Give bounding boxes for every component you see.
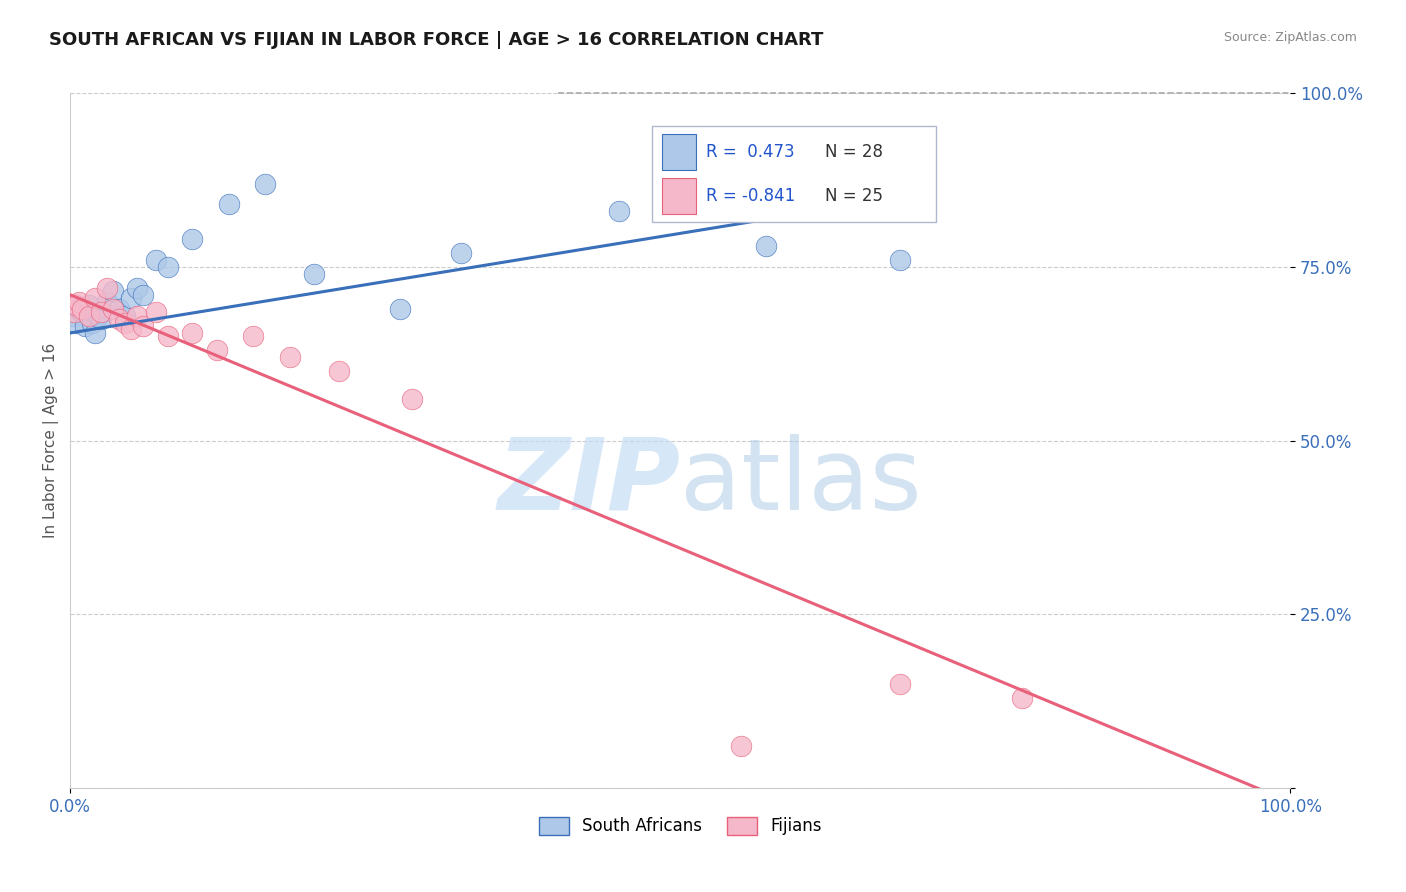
Text: N = 25: N = 25 [825,187,883,205]
Point [77,298,100,312]
Point [114,316,136,330]
Legend: South Africans, Fijians: South Africans, Fijians [531,810,828,842]
Point [1011,690,1033,705]
Point [156,260,179,274]
Point [83,291,105,305]
Point [278,351,301,365]
Point [101,285,124,299]
Point [96,294,118,309]
Point [90,312,112,326]
Point [450,246,472,260]
Point [77,309,100,323]
Point [63,305,86,319]
Point [388,301,411,316]
Point [145,253,167,268]
Point [120,322,142,336]
Y-axis label: In Labor Force | Age > 16: In Labor Force | Age > 16 [44,343,59,538]
Point [63,309,86,323]
Point [181,326,204,340]
Point [73,318,96,333]
Text: atlas: atlas [681,434,922,531]
Point [254,177,277,191]
Point [755,239,778,253]
Point [328,364,350,378]
Point [205,343,228,358]
Point [83,326,105,340]
Point [156,329,179,343]
Point [108,301,131,316]
Point [72,301,94,316]
Text: R = -0.841: R = -0.841 [706,187,794,205]
Point [181,232,204,246]
Text: Source: ZipAtlas.com: Source: ZipAtlas.com [1223,31,1357,45]
Point [607,204,630,219]
Point [132,318,155,333]
Point [889,253,911,268]
Point [242,329,264,343]
Point [108,312,131,326]
Point [302,267,325,281]
Point [889,676,911,690]
Point [90,305,112,319]
Point [120,291,142,305]
Text: ZIP: ZIP [498,434,681,531]
Point [114,309,136,323]
Point [67,294,90,309]
Point [218,197,240,211]
Point [65,298,87,312]
Point [401,392,423,406]
Point [730,739,752,754]
Text: R =  0.473: R = 0.473 [706,143,794,161]
Point [145,305,167,319]
Text: N = 28: N = 28 [825,143,883,161]
Point [101,301,124,316]
Text: SOUTH AFRICAN VS FIJIAN IN LABOR FORCE | AGE > 16 CORRELATION CHART: SOUTH AFRICAN VS FIJIAN IN LABOR FORCE |… [49,31,824,49]
Point [65,316,87,330]
Point [87,309,110,323]
Point [127,309,149,323]
Point [82,316,104,330]
Point [127,281,149,295]
Point [67,301,90,316]
Point [96,281,118,295]
Point [132,287,155,301]
Point [72,305,94,319]
